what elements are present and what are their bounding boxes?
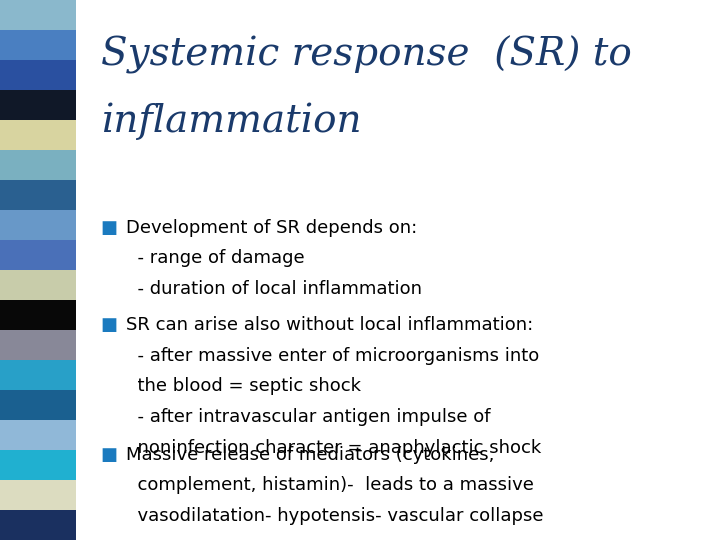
Bar: [0, 480, 76, 510]
Bar: [0, 300, 76, 330]
Text: Massive release of mediators (cytokines,: Massive release of mediators (cytokines,: [126, 446, 495, 463]
Text: noninfection character = anaphylactic shock: noninfection character = anaphylactic sh…: [126, 439, 541, 457]
Bar: [0, 390, 76, 420]
Bar: [0, 90, 76, 120]
Text: the blood = septic shock: the blood = septic shock: [126, 377, 361, 395]
Bar: [0, 330, 76, 360]
Bar: [0, 60, 76, 90]
Text: ■: ■: [101, 316, 118, 334]
Bar: [0, 0, 76, 30]
Bar: [0, 120, 76, 150]
Text: inflammation: inflammation: [101, 103, 361, 140]
Text: complement, histamin)-  leads to a massive: complement, histamin)- leads to a massiv…: [126, 476, 534, 494]
Bar: [0, 510, 76, 540]
Text: - duration of local inflammation: - duration of local inflammation: [126, 280, 422, 298]
Text: - after intravascular antigen impulse of: - after intravascular antigen impulse of: [126, 408, 490, 426]
Text: SR can arise also without local inflammation:: SR can arise also without local inflamma…: [126, 316, 534, 334]
Text: - range of damage: - range of damage: [126, 249, 305, 267]
Text: Development of SR depends on:: Development of SR depends on:: [126, 219, 418, 237]
Bar: [0, 360, 76, 390]
Bar: [0, 420, 76, 450]
Text: - after massive enter of microorganisms into: - after massive enter of microorganisms …: [126, 347, 539, 364]
Bar: [0, 30, 76, 60]
Bar: [0, 450, 76, 480]
Text: ■: ■: [101, 446, 118, 463]
Bar: [0, 210, 76, 240]
Bar: [0, 270, 76, 300]
Bar: [0, 240, 76, 270]
Text: Systemic response  (SR) to: Systemic response (SR) to: [101, 35, 631, 73]
Bar: [0, 150, 76, 180]
Text: ■: ■: [101, 219, 118, 237]
Text: vasodilatation- hypotensis- vascular collapse: vasodilatation- hypotensis- vascular col…: [126, 507, 544, 525]
Bar: [0, 180, 76, 210]
